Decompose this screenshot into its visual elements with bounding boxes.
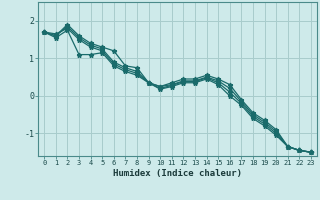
X-axis label: Humidex (Indice chaleur): Humidex (Indice chaleur) <box>113 169 242 178</box>
